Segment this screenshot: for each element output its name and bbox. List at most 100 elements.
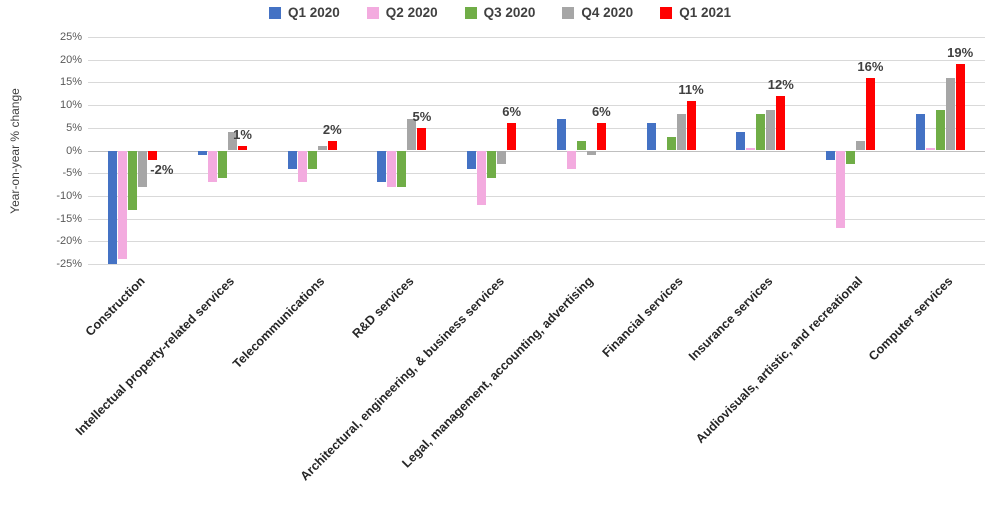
bar-q1-2021: [686, 100, 696, 151]
plot-area: [88, 37, 985, 265]
x-category-label: Computer services: [865, 274, 956, 364]
x-category-label: Intellectual property-related services: [73, 274, 238, 439]
bar-q4-2020: [228, 132, 238, 151]
gridline: [88, 264, 985, 265]
legend-item: Q3 2020: [464, 5, 535, 20]
data-label: 2%: [322, 122, 342, 138]
legend-label: Q1 2020: [288, 5, 340, 20]
data-label: 6%: [502, 104, 522, 120]
data-label: 5%: [412, 108, 432, 124]
bar-q1-2020: [467, 150, 477, 169]
bar-q3-2020: [128, 150, 138, 210]
bar-q4-2020: [407, 118, 417, 151]
gridline: [88, 105, 985, 107]
y-tick-label: -15%: [56, 212, 82, 225]
bar-q1-2021: [417, 127, 427, 151]
gridline: [88, 195, 985, 197]
y-tick-label: 10%: [59, 99, 82, 112]
legend-item: Q2 2020: [366, 5, 438, 20]
data-label: 19%: [947, 45, 974, 61]
gridline: [88, 82, 985, 84]
bar-q1-2021: [776, 96, 786, 151]
data-label: -2%: [150, 161, 174, 177]
bar-q1-2021: [507, 123, 517, 151]
data-label: 12%: [767, 77, 794, 93]
bar-q2-2020: [835, 150, 845, 228]
bar-q1-2021: [327, 141, 337, 151]
data-label: 16%: [857, 58, 884, 74]
legend-label: Q1 2021: [679, 5, 731, 20]
y-tick-label: -25%: [56, 258, 82, 270]
bar-q3-2020: [397, 150, 407, 187]
bar-q1-2021: [148, 150, 158, 160]
bar-q3-2020: [218, 150, 228, 178]
y-axis-title: Year-on-year % change: [8, 88, 22, 214]
bar-q4-2020: [497, 150, 507, 165]
legend-swatch-icon: [366, 6, 379, 19]
data-label: 1%: [233, 126, 252, 142]
y-tick-label: 0%: [66, 144, 82, 157]
y-tick-label: 5%: [66, 121, 82, 134]
gridline: [88, 218, 985, 220]
bar-q3-2020: [666, 136, 676, 151]
bar-q1-2021: [238, 145, 248, 151]
x-category-label: Legal, management, accounting, advertisi…: [399, 274, 597, 471]
gridline: [88, 37, 985, 38]
bar-q4-2020: [945, 77, 955, 151]
bar-q2-2020: [387, 150, 397, 187]
bar-q1-2020: [915, 114, 925, 151]
bar-q4-2020: [586, 150, 596, 156]
y-tick-label: -20%: [56, 235, 82, 248]
x-category-label: Architectural, engineering, & business s…: [297, 274, 507, 484]
bar-q2-2020: [477, 150, 487, 205]
bar-q1-2021: [865, 77, 875, 151]
bar-q1-2021: [596, 123, 606, 151]
data-label: 11%: [678, 81, 704, 97]
bar-q1-2020: [198, 150, 208, 156]
gridline: [88, 59, 985, 61]
bar-q4-2020: [766, 109, 776, 151]
x-category-label: Construction: [82, 274, 148, 339]
bar-q2-2020: [208, 150, 218, 183]
y-tick-label: -10%: [56, 189, 82, 202]
x-category-label: Audiovisuals, artistic, and recreational: [693, 274, 866, 447]
legend-item: Q1 2021: [660, 5, 731, 20]
legend-label: Q4 2020: [581, 5, 634, 20]
chart-legend: Q1 2020 Q2 2020 Q3 2020 Q4 2020 Q1 2021: [269, 5, 731, 20]
bar-q4-2020: [317, 145, 327, 151]
bar-q3-2020: [576, 141, 586, 151]
bar-q2-2020: [566, 150, 576, 169]
legend-item: Q1 2020: [269, 5, 340, 20]
legend-swatch-icon: [660, 6, 673, 19]
bar-q3-2020: [487, 150, 497, 178]
gridline: [88, 241, 985, 243]
bar-q2-2020: [297, 150, 307, 183]
bar-q1-2020: [736, 132, 746, 151]
bar-q4-2020: [138, 150, 148, 187]
legend-swatch-icon: [562, 6, 575, 19]
x-category-label: R&D services: [349, 274, 417, 341]
y-tick-label: 15%: [59, 76, 82, 89]
legend-label: Q2 2020: [385, 5, 438, 20]
bar-q1-2020: [646, 123, 656, 151]
y-tick-label: 25%: [59, 31, 82, 43]
bar-q1-2020: [377, 150, 387, 183]
bar-q1-2021: [955, 64, 965, 151]
bar-q1-2020: [287, 150, 297, 169]
x-category-label: Insurance services: [686, 274, 776, 364]
bar-q1-2020: [108, 150, 118, 264]
bar-q1-2020: [556, 118, 566, 151]
bar-q4-2020: [855, 141, 865, 151]
bar-q2-2020: [746, 148, 756, 151]
y-tick-label: 20%: [59, 53, 82, 66]
bar-q3-2020: [756, 114, 766, 151]
bar-q3-2020: [307, 150, 317, 169]
y-tick-label: -5%: [62, 167, 82, 180]
bar-q3-2020: [845, 150, 855, 165]
bar-q2-2020: [925, 148, 935, 151]
legend-item: Q4 2020: [562, 5, 633, 20]
bar-q1-2020: [825, 150, 835, 160]
x-category-label: Financial services: [599, 274, 686, 361]
data-label: 6%: [591, 104, 611, 120]
